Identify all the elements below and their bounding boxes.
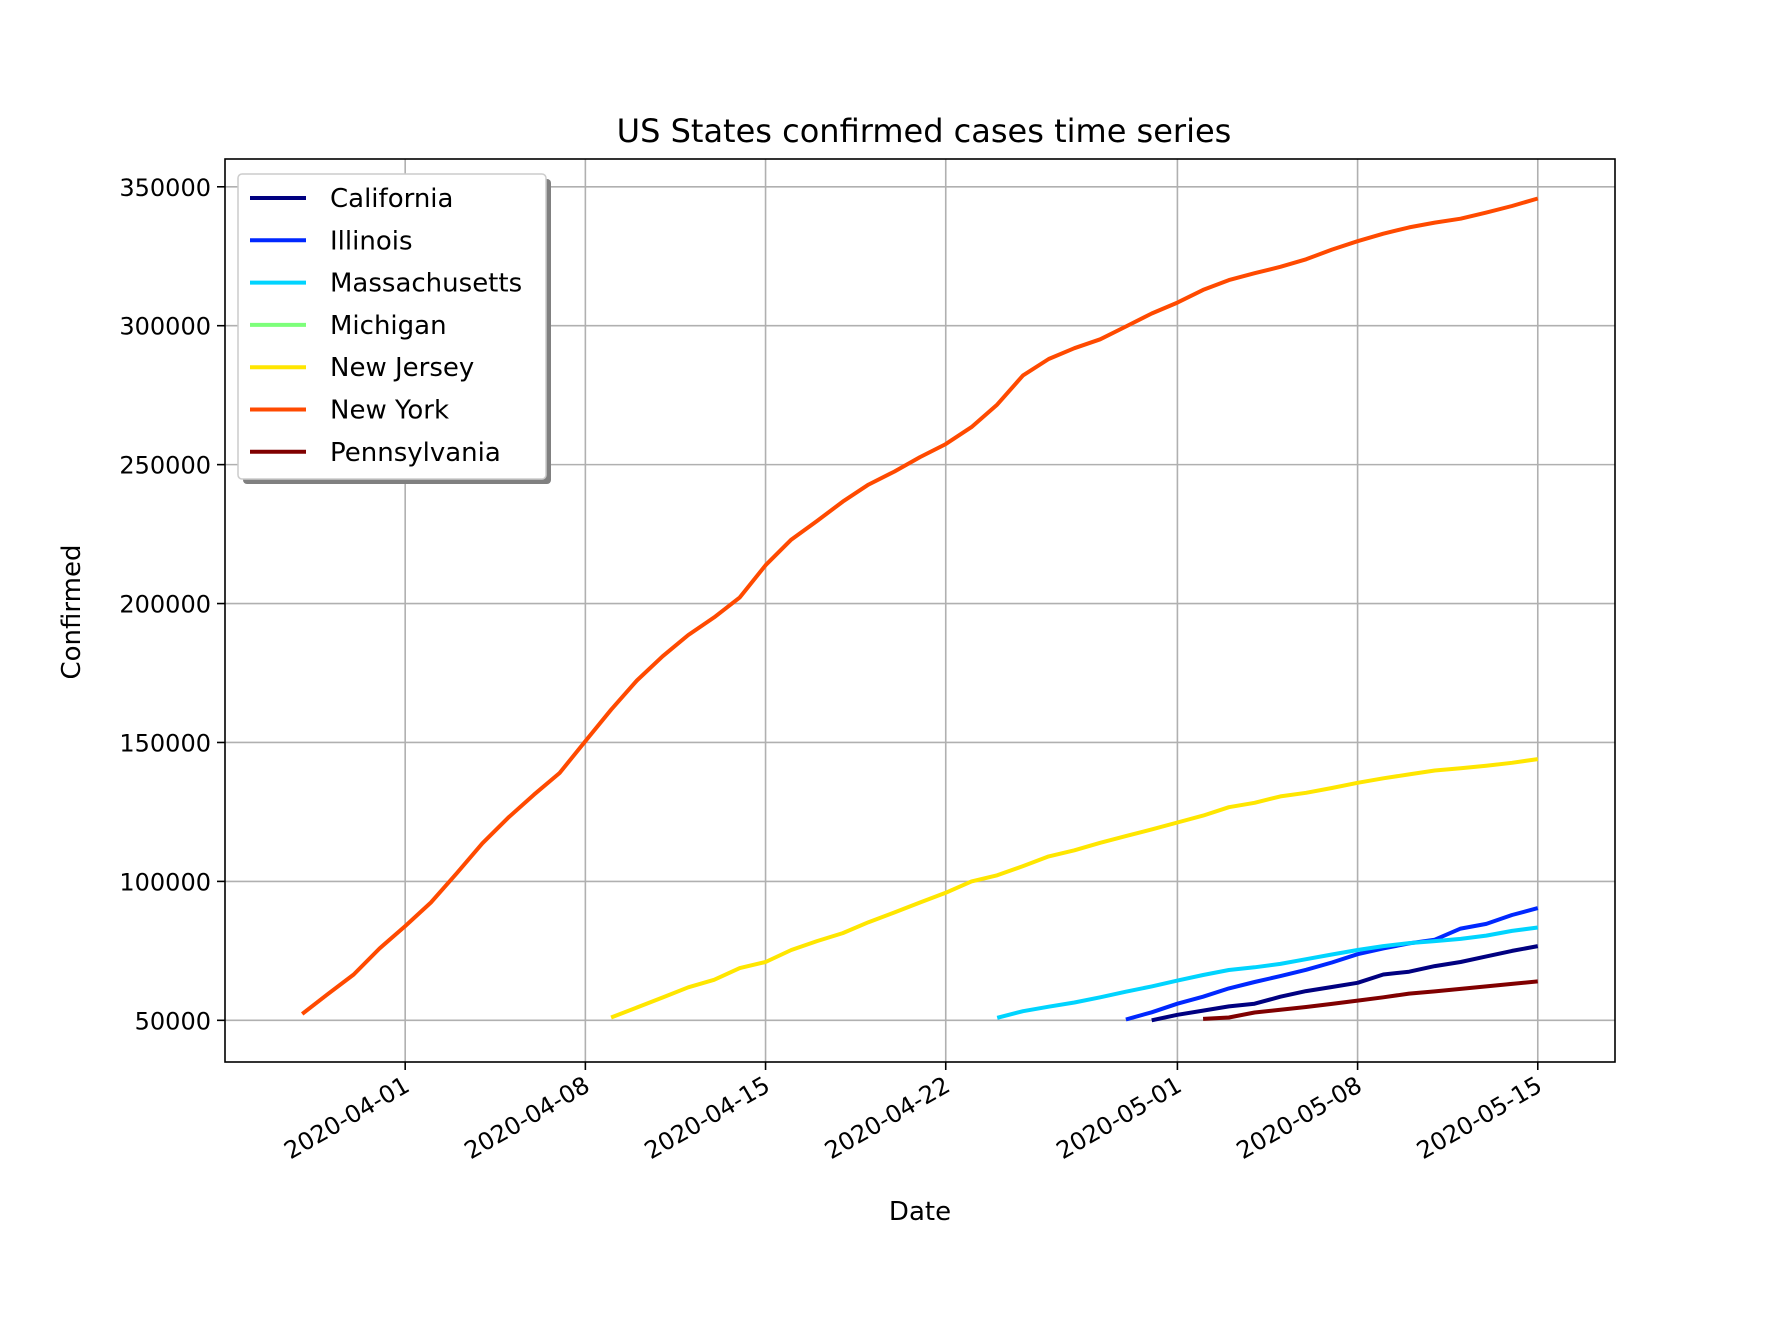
plot-area-frame (224, 158, 1616, 1063)
legend-label: California (330, 184, 453, 214)
series-lines (300, 196, 1539, 1023)
y-tick-label: 300000 (119, 313, 211, 341)
legend-label: New York (330, 396, 449, 426)
series-line-pennsylvania (1202, 979, 1538, 1021)
y-tick-label: 350000 (119, 174, 211, 202)
series-line-new-jersey (610, 757, 1539, 1020)
y-tick-label: 50000 (135, 1007, 211, 1035)
legend-label: Pennsylvania (330, 438, 501, 468)
grid-lines (225, 159, 1615, 1062)
y-axis-label: Confirmed (57, 545, 87, 680)
series-line-california (1151, 944, 1539, 1023)
legend-label: Illinois (330, 226, 413, 256)
y-tick-label: 200000 (119, 591, 211, 619)
legend-label: Massachusetts (330, 269, 522, 299)
series-line-illinois (1125, 906, 1539, 1022)
x-axis-label: Date (889, 1197, 951, 1227)
legend-box (237, 173, 547, 480)
y-tick-label: 100000 (119, 868, 211, 896)
y-axis-ticks: 50000 100000 150000 200000 250000 300000 35000… (119, 174, 225, 1035)
legend-label: Michigan (330, 311, 447, 341)
y-tick-label: 150000 (119, 729, 211, 757)
series-line-massachusetts (996, 925, 1539, 1020)
legend: California Illinois Massachusetts Michigan N… (237, 173, 551, 484)
chart-title: US States confirmed cases time series (617, 112, 1232, 150)
series-line-new-york (300, 196, 1539, 1016)
y-tick-label: 250000 (119, 452, 211, 480)
legend-label: New Jersey (330, 353, 474, 383)
